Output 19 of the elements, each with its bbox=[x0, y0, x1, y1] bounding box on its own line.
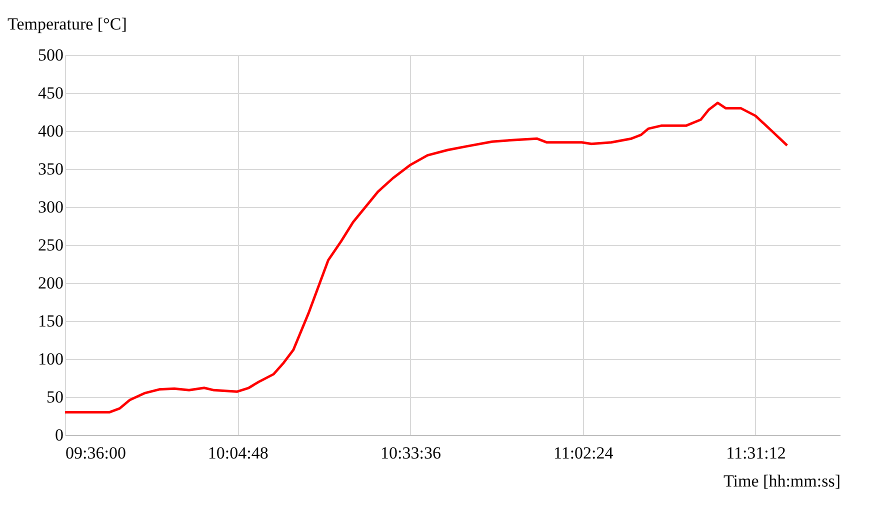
x-tick-label: 09:36:00 bbox=[66, 444, 126, 462]
y-axis-title: Temperature [°C] bbox=[8, 14, 127, 34]
y-tick-label: 0 bbox=[55, 426, 64, 444]
x-axis-title: Time [hh:mm:ss] bbox=[724, 472, 840, 490]
x-tick-label: 11:02:24 bbox=[553, 444, 614, 462]
y-tick-label: 500 bbox=[38, 46, 64, 64]
y-tick-label: 450 bbox=[38, 84, 64, 102]
y-tick-label: 250 bbox=[38, 236, 64, 254]
y-tick-label: 50 bbox=[46, 388, 64, 406]
x-tick-label: 10:04:48 bbox=[208, 444, 268, 462]
y-tick-label: 350 bbox=[38, 160, 64, 178]
y-tick-label: 150 bbox=[38, 312, 64, 330]
x-tick-label: 10:33:36 bbox=[380, 444, 441, 462]
y-tick-label: 300 bbox=[38, 198, 64, 216]
y-tick-label: 400 bbox=[38, 122, 64, 140]
y-tick-label: 100 bbox=[38, 350, 64, 368]
x-tick-label: 11:31:12 bbox=[726, 444, 786, 462]
line-series bbox=[64, 102, 788, 414]
y-tick-label: 200 bbox=[38, 274, 64, 292]
